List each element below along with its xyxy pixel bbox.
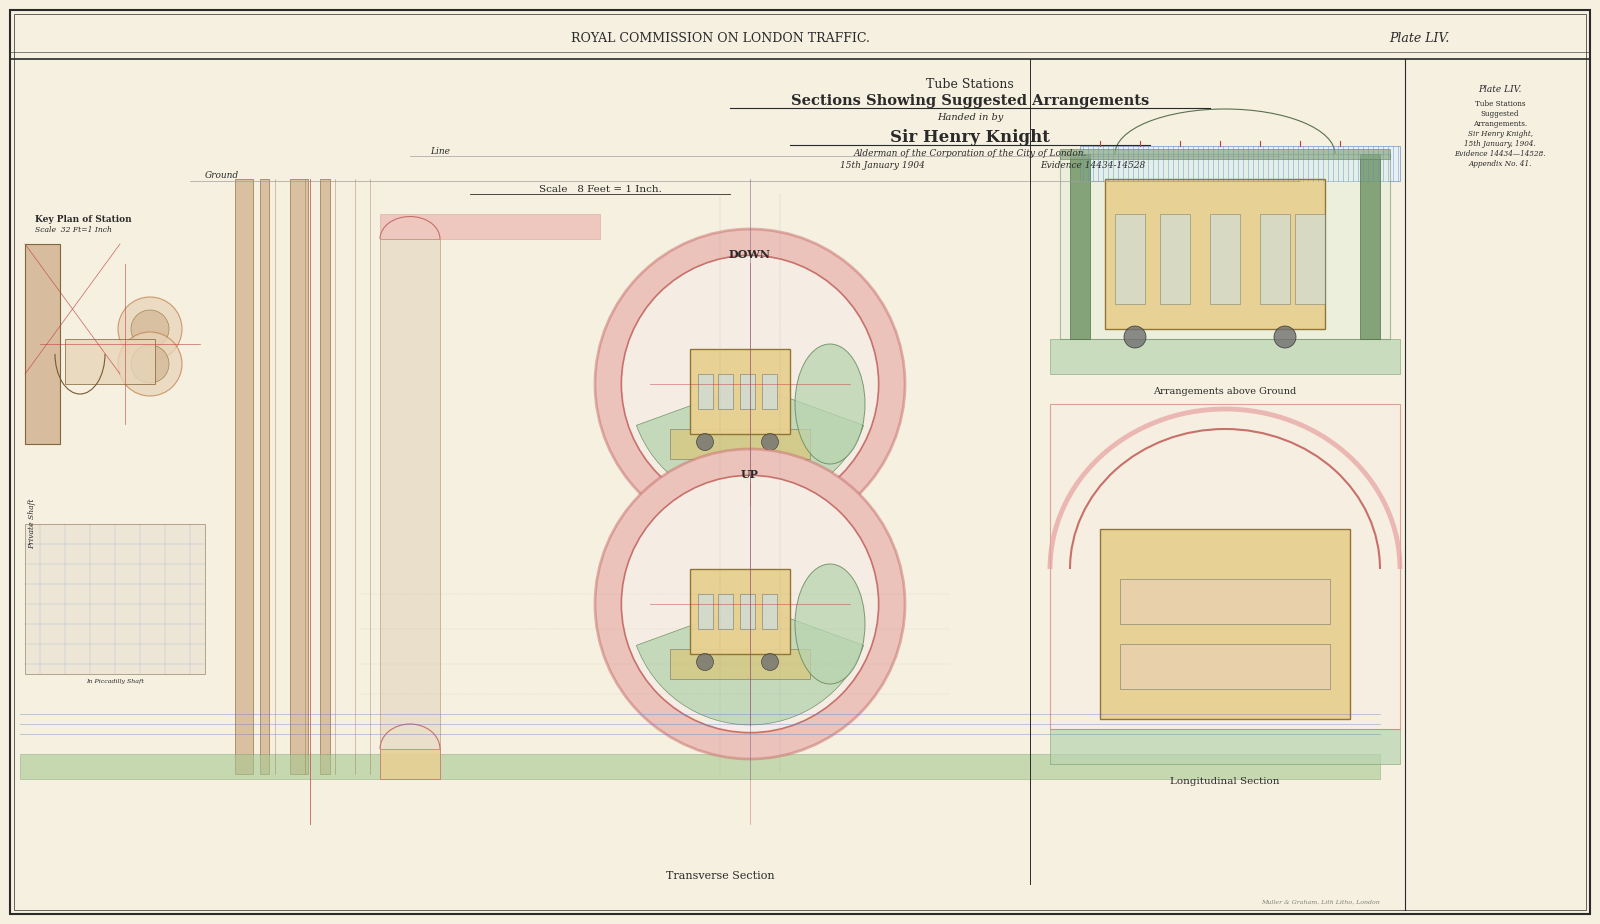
Circle shape [118,297,182,361]
Text: Longitudinal Section: Longitudinal Section [1170,777,1280,786]
Bar [762,374,778,409]
Text: Tube Stations: Tube Stations [1475,100,1525,108]
Text: Appendix No. 41.: Appendix No. 41. [1469,160,1531,168]
Circle shape [762,433,779,451]
Bar [1059,154,1390,339]
Bar [259,179,269,774]
Bar [670,429,810,459]
Circle shape [595,229,906,539]
Bar [1360,154,1379,339]
Text: Evidence 14434-14528: Evidence 14434-14528 [1040,162,1146,171]
Bar [1080,146,1400,181]
Bar [26,524,205,674]
Text: 15th January 1904: 15th January 1904 [840,162,925,171]
Ellipse shape [795,344,866,464]
Text: Muller & Graham, Lith Litho, London: Muller & Graham, Lith Litho, London [1261,899,1379,905]
Bar [690,569,790,654]
Text: Handed in by: Handed in by [938,114,1003,123]
Bar [698,374,714,409]
Text: Plate LIV.: Plate LIV. [1390,31,1450,44]
Bar [690,349,790,434]
Bar [1106,179,1325,329]
Bar [1050,404,1400,729]
Text: Sir Henry Knight: Sir Henry Knight [890,128,1050,145]
Wedge shape [637,604,864,725]
Bar [1120,579,1330,624]
Bar [1101,529,1350,719]
Circle shape [762,653,779,671]
Circle shape [131,345,170,383]
Text: Scale  32 Ft=1 Inch: Scale 32 Ft=1 Inch [35,226,112,234]
Bar [739,594,755,629]
Circle shape [696,433,714,451]
Bar [320,179,330,774]
Bar [1050,339,1400,374]
Bar [26,244,61,444]
Wedge shape [637,384,864,505]
Text: Suggested: Suggested [1480,110,1520,118]
Bar [739,374,755,409]
Circle shape [621,475,878,733]
Bar [1050,729,1400,764]
Bar [1261,214,1290,304]
Text: Scale   8 Feet = 1 Inch.: Scale 8 Feet = 1 Inch. [539,185,661,193]
Text: Alderman of the Corporation of the City of London.: Alderman of the Corporation of the City … [853,150,1086,159]
Circle shape [696,653,714,671]
Bar [1294,214,1325,304]
Text: Transverse Section: Transverse Section [666,871,774,881]
Text: Ground: Ground [205,172,238,180]
Text: ROYAL COMMISSION ON LONDON TRAFFIC.: ROYAL COMMISSION ON LONDON TRAFFIC. [571,31,869,44]
Text: Arrangements above Ground: Arrangements above Ground [1154,387,1296,396]
Bar [381,239,440,779]
Bar [235,179,253,774]
Ellipse shape [795,564,866,684]
Circle shape [595,229,906,539]
Bar [19,754,1379,779]
Text: UP: UP [741,468,758,480]
Text: Sections Showing Suggested Arrangements: Sections Showing Suggested Arrangements [790,94,1149,108]
Circle shape [595,449,906,759]
Circle shape [118,332,182,396]
Bar [670,649,810,679]
Circle shape [621,255,878,513]
Text: Plate LIV.: Plate LIV. [1478,84,1522,93]
Circle shape [131,310,170,348]
Bar [1160,214,1190,304]
Text: DOWN: DOWN [730,249,771,260]
Circle shape [1274,326,1296,348]
Text: Arrangements.: Arrangements. [1474,120,1526,128]
Circle shape [595,449,906,759]
Bar [1210,214,1240,304]
Bar [66,339,155,384]
Text: 15th January, 1904.: 15th January, 1904. [1464,140,1536,148]
Text: Evidence 14434—14528.: Evidence 14434—14528. [1454,150,1546,158]
Bar [718,594,733,629]
Bar [718,374,733,409]
Bar [1059,149,1390,159]
Bar [381,749,440,779]
Text: Tube Stations: Tube Stations [926,78,1014,91]
Text: Private Shaft: Private Shaft [29,499,35,549]
Bar [698,594,714,629]
Bar [1115,214,1146,304]
Text: Key Plan of Station: Key Plan of Station [35,214,131,224]
Circle shape [1123,326,1146,348]
Bar [1120,644,1330,689]
Bar [381,214,600,239]
Text: Sir Henry Knight,: Sir Henry Knight, [1467,130,1533,138]
Bar [762,594,778,629]
Text: Line: Line [430,147,450,155]
Bar [1070,154,1090,339]
Text: In Piccadilly Shaft: In Piccadilly Shaft [86,679,144,685]
Bar [290,179,307,774]
